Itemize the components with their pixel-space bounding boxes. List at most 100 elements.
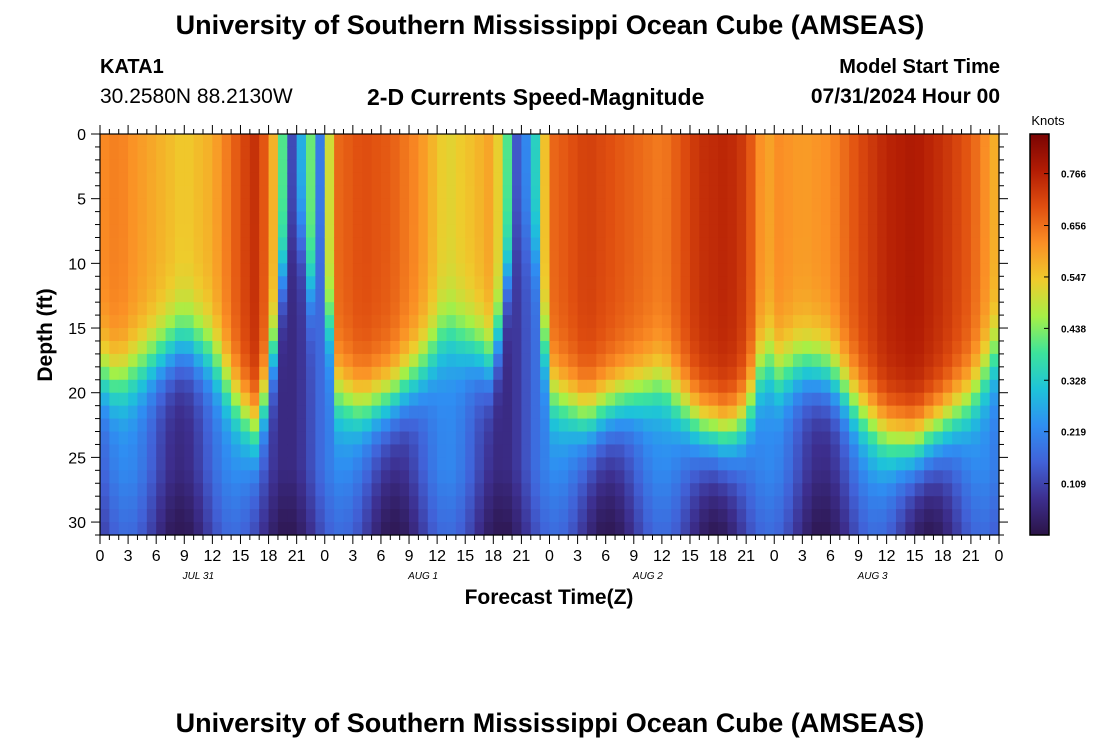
heatmap-cell [924, 302, 935, 316]
heatmap-cell [362, 159, 373, 174]
heatmap-cell [277, 405, 288, 420]
heatmap-cell [849, 263, 860, 277]
heatmap-cell [736, 315, 747, 329]
heatmap-cell [792, 237, 803, 252]
heatmap-cell [165, 366, 176, 381]
heatmap-cell [699, 159, 710, 174]
heatmap-cell [465, 496, 476, 510]
heatmap-cell [165, 185, 176, 200]
heatmap-cell [474, 185, 485, 200]
heatmap-cell [324, 263, 335, 277]
heatmap-cell [512, 185, 523, 200]
heatmap-cell [924, 134, 935, 148]
heatmap-cell [306, 224, 316, 239]
heatmap-cell [184, 289, 195, 303]
heatmap-cell [277, 496, 288, 510]
heatmap-cell [343, 237, 354, 252]
heatmap-cell [277, 379, 288, 394]
heatmap-cell [980, 146, 991, 161]
heatmap-cell [689, 237, 700, 252]
heatmap-cell [212, 211, 223, 226]
heatmap-cell [989, 146, 1000, 161]
heatmap-cell [287, 328, 298, 342]
heatmap-cell [371, 263, 382, 277]
heatmap-cell [980, 134, 991, 148]
heatmap-cell [830, 315, 841, 329]
heatmap-cell [942, 172, 953, 187]
heatmap-cell [371, 198, 382, 213]
heatmap-cell [240, 276, 251, 290]
heatmap-cell [858, 470, 869, 484]
heatmap-cell [980, 470, 991, 484]
heatmap-cell [530, 431, 541, 446]
heatmap-cell [661, 250, 672, 264]
heatmap-cell [540, 159, 551, 174]
heatmap-cell [605, 250, 616, 264]
heatmap-cell [605, 185, 616, 200]
heatmap-cell [380, 509, 391, 523]
heatmap-cell [118, 522, 129, 536]
heatmap-cell [287, 496, 298, 510]
heatmap-cell [783, 496, 794, 510]
heatmap-cell [970, 418, 981, 433]
heatmap-cell [296, 328, 307, 342]
heatmap-cell [849, 289, 860, 303]
heatmap-cell [811, 457, 822, 471]
heatmap-cell [895, 379, 906, 394]
heatmap-cell [474, 457, 485, 471]
heatmap-cell [268, 483, 279, 497]
heatmap-cell [146, 431, 157, 446]
heatmap-cell [615, 211, 626, 226]
heatmap-cell [390, 224, 401, 239]
heatmap-cell [624, 353, 635, 368]
heatmap-cell [802, 509, 813, 523]
heatmap-cell [418, 276, 429, 290]
heatmap-cell [399, 405, 410, 420]
heatmap-cell [746, 289, 757, 303]
heatmap-cell [390, 483, 401, 497]
heatmap-cell [568, 353, 579, 368]
heatmap-cell [774, 146, 785, 161]
heatmap-cell [643, 470, 654, 484]
heatmap-cell [334, 379, 345, 394]
heatmap-cell [231, 250, 242, 264]
heatmap-cell [399, 392, 410, 407]
heatmap-cell [240, 392, 251, 407]
heatmap-cell [586, 198, 597, 213]
heatmap-cell [558, 328, 569, 342]
heatmap-cell [839, 340, 850, 355]
heatmap-cell [399, 250, 410, 264]
heatmap-cell [980, 392, 991, 407]
heatmap-cell [746, 496, 757, 510]
heatmap-cell [980, 457, 991, 471]
heatmap-cell [764, 340, 775, 355]
heatmap-cell [259, 509, 270, 523]
heatmap-cell [530, 405, 541, 420]
heatmap-cell [615, 237, 626, 252]
heatmap-cell [727, 379, 738, 394]
heatmap-cell [465, 146, 476, 161]
heatmap-cell [399, 483, 410, 497]
heatmap-cell [540, 328, 551, 342]
heatmap-cell [146, 276, 157, 290]
heatmap-cell [380, 431, 391, 446]
heatmap-cell [240, 237, 251, 252]
heatmap-cell [118, 172, 129, 187]
heatmap-cell [558, 496, 569, 510]
heatmap-cell [399, 496, 410, 510]
heatmap-cell [886, 457, 897, 471]
heatmap-cell [811, 431, 822, 446]
heatmap-cell [352, 276, 363, 290]
heatmap-cell [483, 302, 494, 316]
heatmap-cell [100, 237, 110, 252]
heatmap-cell [221, 444, 232, 458]
heatmap-cell [296, 392, 307, 407]
heatmap-cell [156, 198, 167, 213]
heatmap-cell [858, 457, 869, 471]
heatmap-cell [306, 496, 316, 510]
heatmap-cell [474, 276, 485, 290]
heatmap-cell [530, 172, 541, 187]
heatmap-cell [109, 353, 120, 368]
heatmap-cell [277, 470, 288, 484]
heatmap-cell [521, 198, 532, 213]
